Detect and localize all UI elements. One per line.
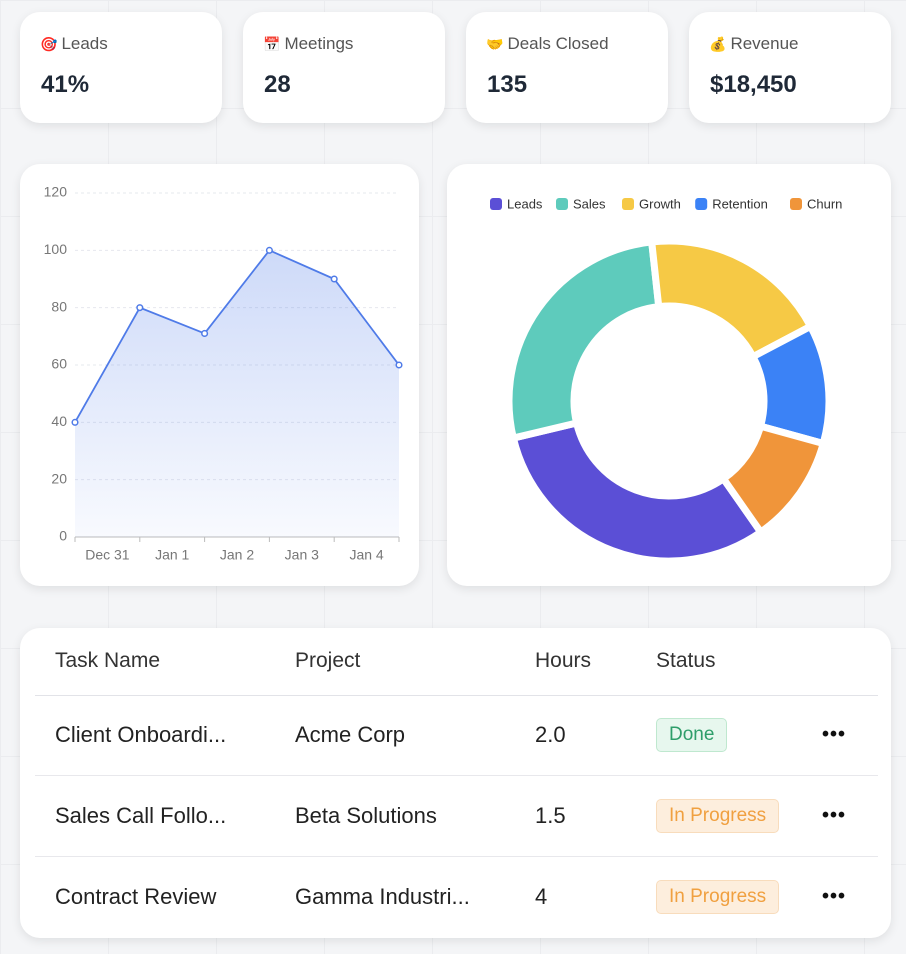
- stat-icon: 🤝: [486, 36, 504, 52]
- column-header: Project: [295, 649, 361, 672]
- x-tick-label: Jan 1: [155, 547, 189, 563]
- x-tick-label: Jan 4: [349, 547, 383, 563]
- line-card: 0 20 40 60 80 100 120 Dec 31 Jan 1 Jan 2 Jan 3 Jan …: [20, 164, 419, 586]
- stat-label-text: Revenue: [730, 34, 799, 53]
- table-cell: 1.5: [535, 803, 566, 828]
- stat-label: 💰 Revenue: [709, 34, 799, 54]
- x-tick-label: Dec 31: [85, 547, 130, 563]
- table-cell: Acme Corp: [295, 722, 406, 747]
- line-chart: 0 20 40 60 80 100 120 Dec 31 Jan 1 Jan 2 Jan 3 Jan …: [44, 184, 403, 563]
- legend-label: Retention: [712, 196, 768, 211]
- stat-icon: 📅: [263, 36, 281, 52]
- status-badge: In Progress: [656, 880, 780, 914]
- column-header: Hours: [535, 649, 592, 672]
- row-menu-button[interactable]: •••: [821, 804, 847, 827]
- donut-segment: [719, 422, 827, 536]
- legend-label: Leads: [507, 196, 543, 211]
- donut-segment: [505, 238, 663, 442]
- stat-label: 🤝 Deals Closed: [486, 34, 609, 54]
- line: [74, 249, 400, 423]
- y-tick-label: 60: [51, 356, 67, 372]
- x-tick-label: Jan 2: [220, 547, 254, 563]
- status-badge: In Progress: [656, 799, 780, 833]
- line-point: [71, 418, 79, 426]
- stat-icon: 💰: [709, 36, 727, 52]
- legend-label: Growth: [639, 196, 681, 211]
- legend-swatch: [490, 198, 502, 210]
- stat-value: 41%: [41, 71, 90, 98]
- y-tick-label: 100: [44, 241, 68, 257]
- stat-label-text: Leads: [61, 34, 108, 53]
- table-cell: 4: [535, 884, 548, 909]
- stat-card: 💰 Revenue $18,450: [689, 12, 891, 123]
- row-menu-button[interactable]: •••: [821, 885, 847, 908]
- stat-label: 🎯 Leads: [40, 34, 108, 54]
- table-cell: Gamma Industri...: [295, 884, 470, 909]
- y-tick-label: 0: [59, 528, 67, 544]
- donut-chart: Leads Sales Growth Retention Churn: [490, 196, 842, 565]
- stat-card: 🎯 Leads 41%: [20, 12, 222, 123]
- table-cell: Sales Call Follo...: [55, 803, 227, 828]
- status-badge: Done: [656, 718, 728, 752]
- header-separator: [35, 695, 878, 696]
- legend-swatch: [622, 198, 634, 210]
- legend-swatch: [695, 198, 708, 210]
- donut-segment: [509, 419, 765, 565]
- stat-label-text: Meetings: [284, 34, 354, 53]
- line-point: [265, 246, 273, 254]
- legend-swatch: [556, 198, 568, 210]
- column-header: Task Name: [55, 649, 161, 672]
- row-separator: [35, 775, 878, 776]
- table-cell: Beta Solutions: [295, 803, 437, 828]
- line-point: [395, 361, 403, 369]
- line-area: [75, 250, 399, 537]
- x-tick-label: Jan 3: [285, 547, 319, 563]
- stat-card: 📅 Meetings 28: [243, 12, 445, 123]
- stat-label-text: Deals Closed: [507, 34, 609, 53]
- stat-label: 📅 Meetings: [263, 34, 353, 54]
- y-tick-label: 80: [51, 298, 67, 314]
- stat-value: 28: [264, 71, 291, 98]
- table-cell: 2.0: [535, 722, 566, 747]
- donut-card: Leads Sales Growth Retention Churn: [447, 164, 891, 586]
- task-table: Task Name Project Hours Status Client Onboar…: [20, 628, 891, 938]
- table-cell: Client Onboardi...: [55, 722, 227, 747]
- line-point: [201, 329, 209, 338]
- donut-segment: [648, 237, 815, 361]
- y-tick-label: 40: [51, 413, 67, 429]
- y-tick-label: 120: [44, 184, 68, 200]
- line-point: [136, 304, 144, 312]
- y-tick-label: 20: [51, 470, 67, 486]
- stat-card: 🤝 Deals Closed 135: [466, 12, 668, 123]
- legend-label: Sales: [573, 196, 606, 211]
- column-header: Status: [656, 649, 716, 672]
- stat-value: 135: [487, 71, 528, 98]
- row-separator: [35, 856, 878, 857]
- table-cell: Contract Review: [55, 884, 217, 909]
- stat-icon: 🎯: [40, 36, 58, 52]
- legend-label: Churn: [807, 196, 842, 211]
- row-menu-button[interactable]: •••: [821, 723, 847, 746]
- legend-swatch: [790, 198, 802, 210]
- stat-value: $18,450: [710, 71, 797, 98]
- line-point: [330, 275, 338, 283]
